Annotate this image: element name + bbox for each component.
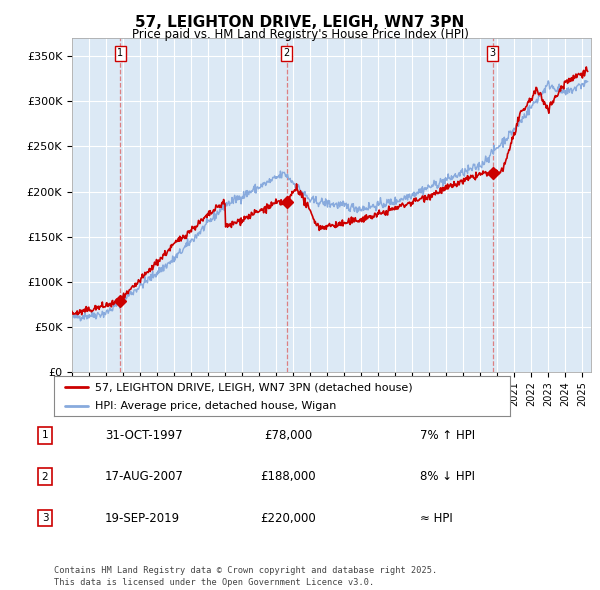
Text: 2: 2 — [41, 472, 49, 481]
Text: 7% ↑ HPI: 7% ↑ HPI — [420, 429, 475, 442]
Text: Contains HM Land Registry data © Crown copyright and database right 2025.
This d: Contains HM Land Registry data © Crown c… — [54, 566, 437, 587]
Text: 17-AUG-2007: 17-AUG-2007 — [105, 470, 184, 483]
Text: 31-OCT-1997: 31-OCT-1997 — [105, 429, 182, 442]
Text: £220,000: £220,000 — [260, 512, 316, 525]
Text: 3: 3 — [41, 513, 49, 523]
Text: 8% ↓ HPI: 8% ↓ HPI — [420, 470, 475, 483]
Text: 19-SEP-2019: 19-SEP-2019 — [105, 512, 180, 525]
Text: 2: 2 — [284, 48, 290, 58]
Text: ≈ HPI: ≈ HPI — [420, 512, 453, 525]
Text: £188,000: £188,000 — [260, 470, 316, 483]
Text: HPI: Average price, detached house, Wigan: HPI: Average price, detached house, Wiga… — [95, 401, 337, 411]
Text: 57, LEIGHTON DRIVE, LEIGH, WN7 3PN: 57, LEIGHTON DRIVE, LEIGH, WN7 3PN — [136, 15, 464, 30]
Text: £78,000: £78,000 — [264, 429, 312, 442]
Text: 1: 1 — [117, 48, 123, 58]
Text: 3: 3 — [490, 48, 496, 58]
Text: Price paid vs. HM Land Registry's House Price Index (HPI): Price paid vs. HM Land Registry's House … — [131, 28, 469, 41]
Text: 1: 1 — [41, 431, 49, 440]
Text: 57, LEIGHTON DRIVE, LEIGH, WN7 3PN (detached house): 57, LEIGHTON DRIVE, LEIGH, WN7 3PN (deta… — [95, 382, 413, 392]
